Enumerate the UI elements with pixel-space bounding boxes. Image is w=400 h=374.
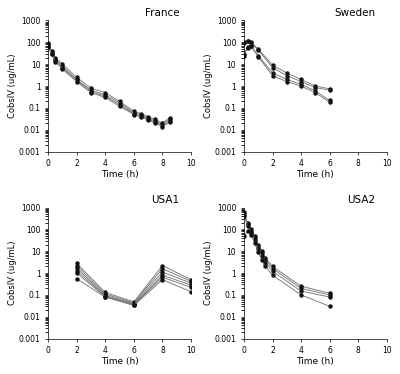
Y-axis label: CobsIV (ug/mL): CobsIV (ug/mL)	[204, 241, 213, 305]
X-axis label: Time (h): Time (h)	[296, 357, 334, 366]
Text: USA1: USA1	[152, 195, 180, 205]
Y-axis label: CobsIV (ug/mL): CobsIV (ug/mL)	[8, 241, 17, 305]
Y-axis label: CobsIV (ug/mL): CobsIV (ug/mL)	[204, 54, 213, 118]
Text: France: France	[145, 8, 180, 18]
Text: USA2: USA2	[347, 195, 376, 205]
X-axis label: Time (h): Time (h)	[101, 357, 138, 366]
Y-axis label: CobsIV (ug/mL): CobsIV (ug/mL)	[8, 54, 17, 118]
X-axis label: Time (h): Time (h)	[296, 170, 334, 179]
X-axis label: Time (h): Time (h)	[101, 170, 138, 179]
Text: Sweden: Sweden	[334, 8, 376, 18]
